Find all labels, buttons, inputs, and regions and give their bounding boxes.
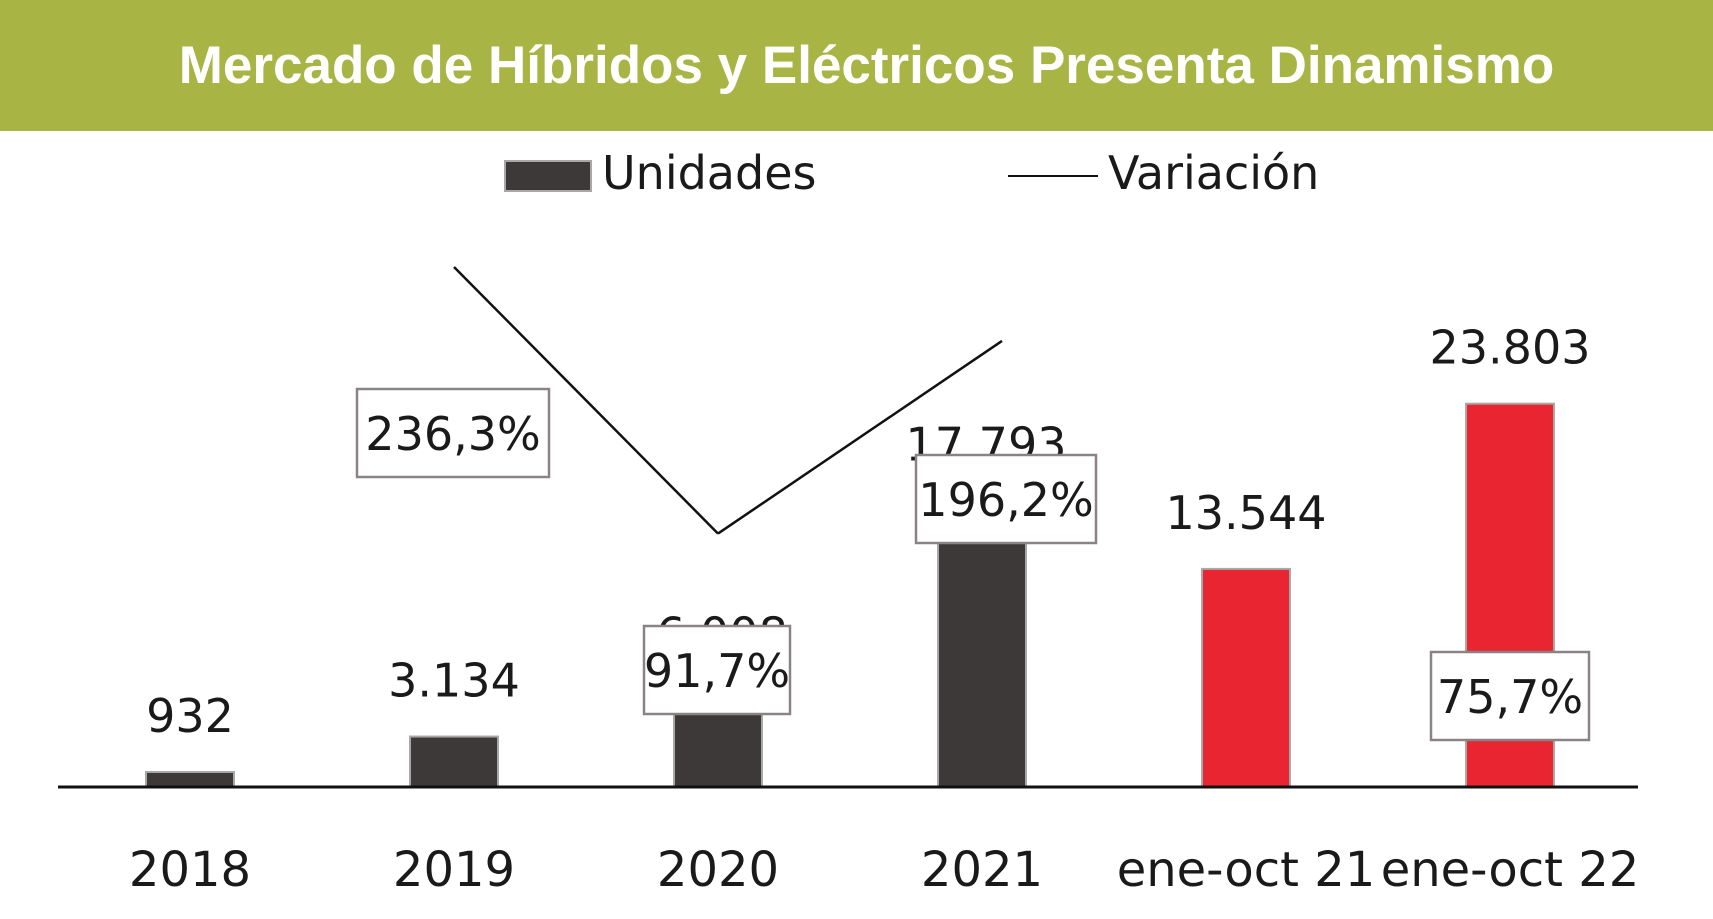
x-tick-label: 2019: [393, 842, 515, 898]
variation-label-box: [914, 453, 1098, 545]
variation-label-box: [355, 387, 551, 479]
variation-label: 196,2%: [918, 473, 1093, 527]
legend-label-variacion: Variación: [1108, 146, 1319, 200]
x-tick-label: 2020: [657, 842, 779, 898]
variation-label: 236,3%: [365, 407, 540, 461]
x-tick-label: ene-oct 22: [1381, 842, 1640, 898]
bar-value-label: 13.544: [1166, 486, 1327, 540]
variation-line-segment: [717, 339, 1003, 535]
bar-2018: [145, 770, 235, 788]
bar-2021: [937, 499, 1027, 788]
bar-ene-oct-21: [1201, 567, 1291, 788]
legend-swatch-unidades: [504, 160, 592, 192]
x-tick-label: 2018: [129, 842, 251, 898]
bar-value-label: 3.134: [388, 654, 520, 708]
legend-label-unidades: Unidades: [602, 146, 816, 200]
bar-2019: [409, 735, 499, 789]
bar-value-label: 23.803: [1430, 321, 1591, 375]
variation-label-box: [642, 624, 792, 716]
bar-value-label: 932: [146, 689, 234, 743]
variation-line-segment: [453, 266, 719, 535]
variation-label-box: [1429, 650, 1591, 742]
title-banner: [0, 0, 1713, 131]
x-tick-label: ene-oct 21: [1117, 842, 1376, 898]
x-tick-label: 2021: [921, 842, 1043, 898]
chart-title: Mercado de Híbridos y Eléctricos Present…: [178, 36, 1555, 95]
variation-label: 75,7%: [1437, 670, 1583, 724]
legend: Unidades Variación: [504, 146, 1319, 200]
variation-label: 91,7%: [644, 644, 790, 698]
